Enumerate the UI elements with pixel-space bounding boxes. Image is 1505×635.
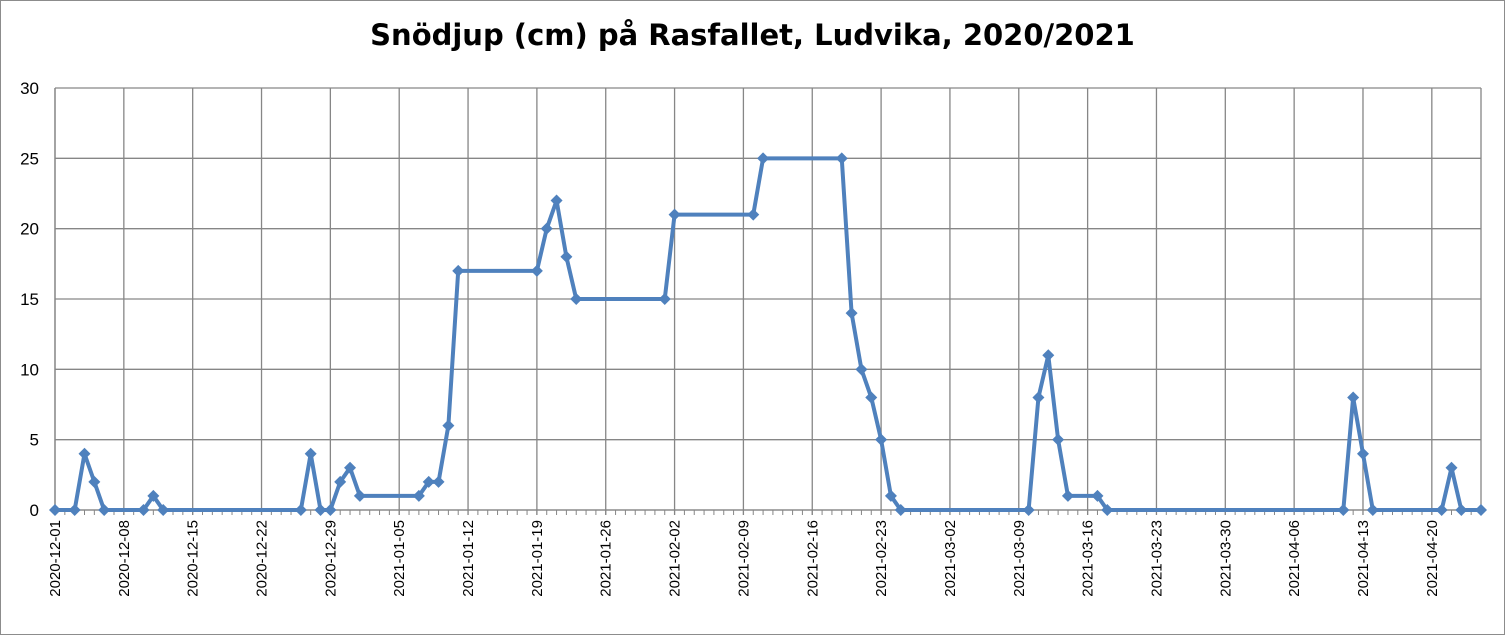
y-tick-label: 15 bbox=[20, 290, 39, 309]
x-tick-label: 2021-02-23 bbox=[873, 520, 890, 597]
x-tick-label: 2020-12-29 bbox=[322, 520, 339, 597]
data-point bbox=[324, 504, 337, 516]
data-point bbox=[98, 504, 111, 516]
data-point bbox=[1347, 391, 1360, 404]
data-point bbox=[845, 307, 858, 320]
x-tick-label: 2021-01-19 bbox=[529, 520, 546, 597]
data-point bbox=[1101, 504, 1114, 516]
data-point bbox=[570, 293, 583, 305]
x-tick-label: 2021-04-06 bbox=[1286, 520, 1303, 597]
x-tick-label: 2020-12-08 bbox=[116, 520, 133, 597]
x-tick-label: 2021-03-09 bbox=[1011, 520, 1028, 597]
y-tick-label: 5 bbox=[30, 431, 39, 450]
data-point bbox=[452, 264, 465, 277]
data-point bbox=[353, 489, 366, 502]
x-tick-label: 2020-12-22 bbox=[254, 520, 271, 597]
x-tick-label: 2021-04-13 bbox=[1355, 520, 1372, 597]
data-point bbox=[422, 475, 435, 488]
data-point bbox=[884, 489, 897, 502]
data-point bbox=[855, 363, 868, 376]
data-point bbox=[314, 504, 327, 516]
x-tick-label: 2020-12-01 bbox=[47, 520, 64, 597]
x-tick-label: 2021-03-16 bbox=[1080, 520, 1097, 597]
data-point bbox=[1435, 504, 1448, 516]
data-point bbox=[78, 447, 91, 460]
data-point bbox=[894, 504, 907, 516]
data-point bbox=[550, 194, 563, 207]
x-tick-label: 2021-03-02 bbox=[942, 520, 959, 597]
data-point bbox=[432, 475, 445, 488]
chart-title: Snödjup (cm) på Rasfallet, Ludvika, 2020… bbox=[370, 18, 1135, 52]
x-tick-label: 2021-03-30 bbox=[1217, 520, 1234, 597]
data-point bbox=[304, 447, 317, 460]
x-tick-label: 2021-01-12 bbox=[460, 520, 477, 597]
x-tick-label: 2021-02-09 bbox=[735, 520, 752, 597]
data-point bbox=[835, 152, 848, 165]
data-point bbox=[1032, 391, 1045, 404]
data-point bbox=[1337, 504, 1350, 516]
x-tick-label: 2021-04-20 bbox=[1424, 520, 1441, 597]
data-point bbox=[147, 489, 160, 502]
y-tick-label: 20 bbox=[20, 220, 39, 239]
data-point bbox=[865, 391, 878, 404]
data-point bbox=[560, 250, 573, 263]
data-point bbox=[157, 504, 170, 516]
data-point bbox=[442, 419, 455, 432]
data-point bbox=[530, 264, 543, 277]
y-tick-label: 25 bbox=[20, 149, 39, 168]
data-point bbox=[658, 293, 671, 305]
series-line bbox=[55, 156, 1481, 512]
data-point bbox=[294, 504, 307, 516]
x-tick-label: 2021-03-23 bbox=[1148, 520, 1165, 597]
x-tick-label: 2021-02-16 bbox=[804, 520, 821, 597]
data-point bbox=[747, 208, 760, 221]
data-point bbox=[668, 208, 681, 221]
data-point bbox=[540, 222, 553, 235]
y-tick-label: 10 bbox=[20, 360, 39, 379]
x-tick-label: 2020-12-15 bbox=[185, 520, 202, 597]
data-point bbox=[1052, 433, 1065, 446]
x-tick-label: 2021-01-26 bbox=[598, 520, 615, 597]
data-point bbox=[757, 152, 770, 165]
data-point bbox=[68, 504, 81, 516]
data-point bbox=[1455, 504, 1468, 516]
data-point bbox=[412, 489, 425, 502]
data-point bbox=[49, 504, 61, 516]
x-tick-label: 2021-02-02 bbox=[667, 520, 684, 597]
data-point bbox=[137, 504, 150, 516]
data-point bbox=[88, 475, 101, 488]
data-point bbox=[1091, 489, 1104, 502]
data-point bbox=[875, 433, 888, 446]
y-tick-label: 0 bbox=[30, 501, 39, 520]
data-point bbox=[1475, 504, 1487, 516]
data-point bbox=[334, 475, 347, 488]
data-point bbox=[1356, 447, 1369, 460]
data-point bbox=[1022, 504, 1035, 516]
data-point bbox=[1042, 349, 1055, 362]
x-tick-label: 2021-01-05 bbox=[391, 520, 408, 597]
data-point bbox=[1445, 461, 1458, 474]
y-tick-label: 30 bbox=[20, 79, 39, 98]
data-point bbox=[1366, 504, 1379, 516]
data-point bbox=[344, 461, 357, 474]
data-point bbox=[1061, 489, 1074, 502]
